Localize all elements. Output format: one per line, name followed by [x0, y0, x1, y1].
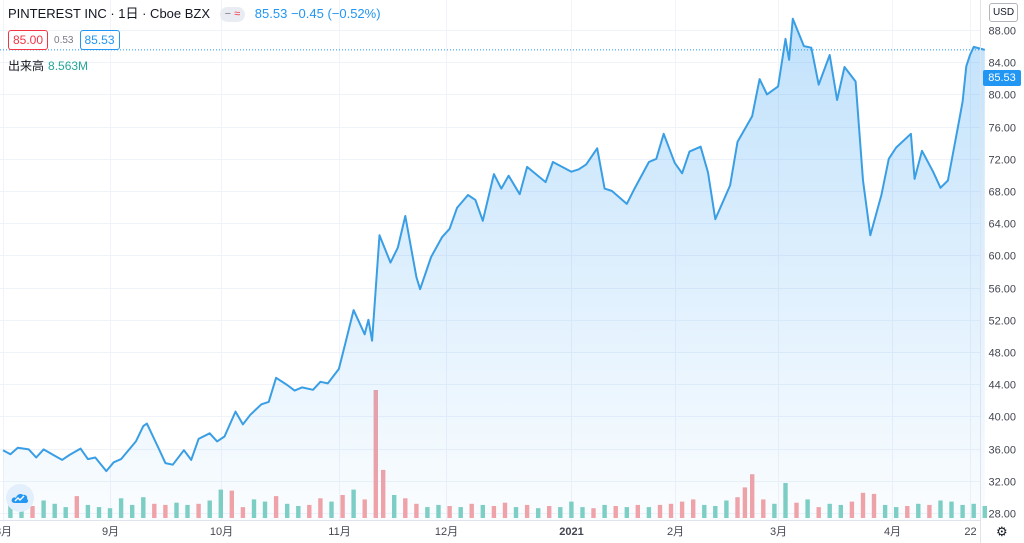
tradingview-logo-icon[interactable]: [6, 484, 34, 512]
price-area-fill: [3, 18, 985, 520]
settings-gear-icon[interactable]: ⚙: [996, 524, 1008, 539]
x-tick-label: 11月: [328, 526, 350, 538]
y-tick-label: 76.00: [988, 123, 1016, 135]
y-tick-label: 36.00: [988, 445, 1016, 457]
y-tick-label: 68.00: [988, 187, 1016, 199]
sell-price-button[interactable]: 85.00: [8, 30, 49, 50]
y-tick-label: 52.00: [988, 316, 1016, 328]
y-tick-label: 56.00: [988, 284, 1016, 296]
y-tick-label: 88.00: [988, 26, 1016, 38]
y-tick-label: 64.00: [988, 219, 1016, 231]
y-tick-label: 72.00: [988, 155, 1016, 167]
y-tick-label: 40.00: [988, 412, 1016, 424]
x-tick-label: 22: [964, 526, 976, 538]
x-tick-label: 2月: [667, 526, 684, 538]
bid-ask-row: 85.00 0.53 85.53: [8, 30, 120, 50]
last-price-label: 85.53: [983, 70, 1021, 86]
x-tick-label: 9月: [102, 526, 119, 538]
x-tick-label: 12月: [435, 526, 458, 538]
symbol-title[interactable]: PINTEREST INC · 1日 · Cboe BZX: [8, 6, 211, 21]
time-axis[interactable]: 8月 9月 10月 11月 12月 2021 2月 3月 4月 22: [0, 526, 977, 538]
last-price-value: 85.53: [254, 6, 288, 21]
y-tick-label: 32.00: [988, 477, 1016, 489]
price-line: [2, 17, 986, 473]
y-tick-label: 28.00: [988, 509, 1016, 521]
y-tick-label: 48.00: [988, 348, 1016, 360]
legend-toggle-pill[interactable]: − ≈: [219, 7, 246, 22]
x-tick-label: 10月: [210, 526, 233, 538]
y-tick-label: 60.00: [988, 251, 1016, 263]
spread-value: 0.53: [54, 34, 74, 46]
hide-icon: −: [224, 8, 232, 20]
price-change: −0.45 (−0.52%): [290, 6, 381, 21]
wave-icon: ≈: [234, 8, 241, 20]
volume-legend[interactable]: 出来高 8.563M: [8, 57, 88, 74]
x-tick-label: 8月: [0, 526, 12, 538]
price-area: [2, 17, 986, 520]
x-tick-label: 3月: [770, 526, 787, 538]
x-tick-label: 2021: [559, 526, 583, 538]
y-tick-label: 84.00: [988, 58, 1016, 70]
x-tick-label: 4月: [884, 526, 901, 538]
y-tick-label: 44.00: [988, 380, 1016, 392]
volume-value: 8.563M: [48, 59, 89, 73]
cloud-icon: [11, 494, 29, 503]
buy-price-button[interactable]: 85.53: [79, 30, 120, 50]
volume-label: 出来高: [8, 59, 45, 73]
y-tick-label: 80.00: [988, 90, 1016, 102]
currency-button[interactable]: USD: [989, 3, 1018, 22]
symbol-legend: PINTEREST INC · 1日 · Cboe BZX − ≈ 85.53 −…: [8, 6, 381, 22]
